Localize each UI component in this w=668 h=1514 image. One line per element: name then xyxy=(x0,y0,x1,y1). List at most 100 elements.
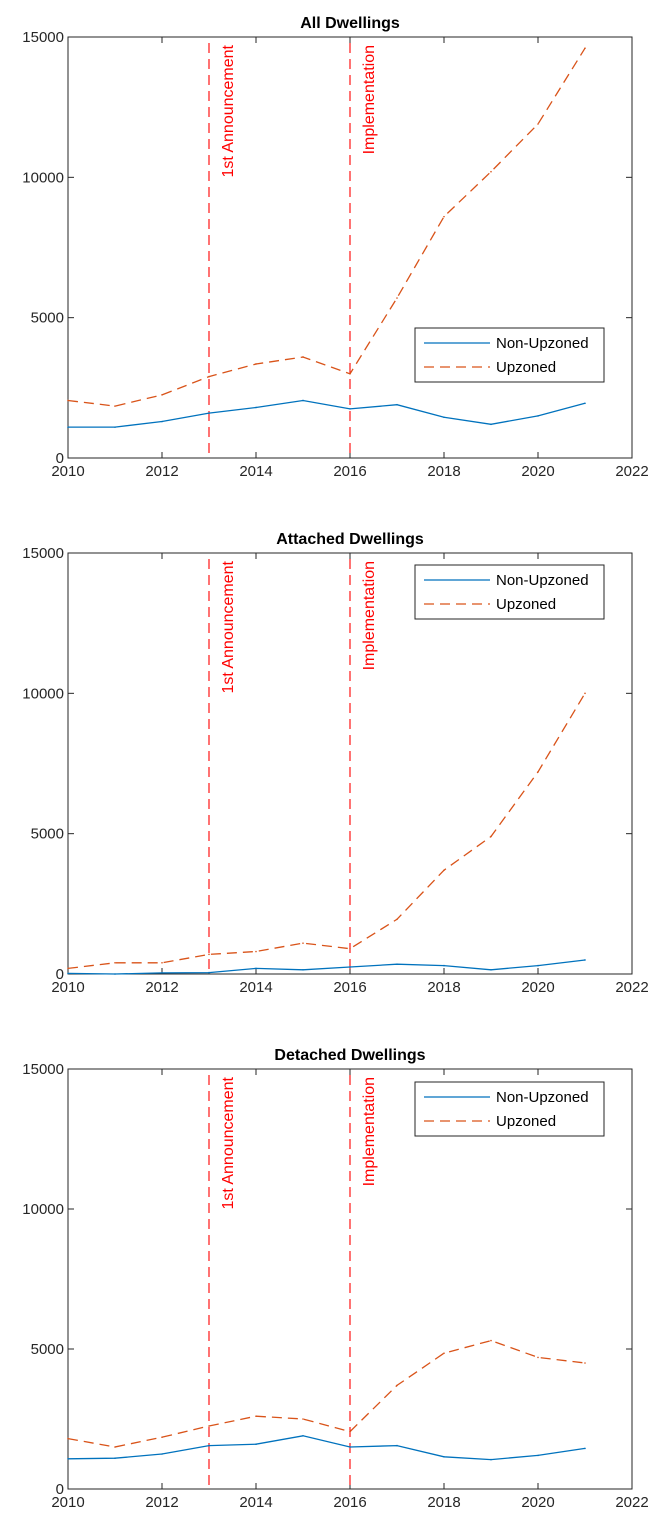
series-line-upzoned xyxy=(67,47,586,407)
data-point xyxy=(67,399,69,402)
data-point xyxy=(161,961,163,964)
data-point xyxy=(67,1437,69,1440)
legend-box xyxy=(414,564,605,620)
chart-title: Attached Dwellings xyxy=(276,531,424,548)
data-point xyxy=(208,971,210,974)
x-tick-label: 2010 xyxy=(51,463,84,480)
y-tick-label: 10000 xyxy=(22,685,64,702)
data-point xyxy=(67,972,69,975)
x-tick-label: 2012 xyxy=(145,1494,178,1511)
data-point xyxy=(161,1436,163,1438)
y-tick-label: 0 xyxy=(56,450,64,467)
y-tick-label: 10000 xyxy=(22,169,64,186)
data-point xyxy=(584,1362,586,1364)
x-tick-label: 2010 xyxy=(51,1494,84,1511)
data-point xyxy=(443,416,445,419)
x-tick-label: 2012 xyxy=(145,463,178,480)
series-line-non-upzoned xyxy=(67,1435,586,1461)
y-tick-label: 10000 xyxy=(22,1201,64,1218)
data-point xyxy=(349,947,351,950)
x-tick-label: 2020 xyxy=(521,979,554,996)
data-point xyxy=(255,363,257,365)
data-point xyxy=(490,423,492,426)
x-tick-label: 2022 xyxy=(615,1494,648,1511)
legend-label: Non-Upzoned xyxy=(496,335,589,352)
y-tick-label: 0 xyxy=(56,966,64,983)
x-tick-label: 2010 xyxy=(51,979,84,996)
data-point xyxy=(443,1352,445,1354)
data-point xyxy=(208,953,210,956)
data-point xyxy=(255,967,257,970)
event-label: Implementation xyxy=(361,45,378,154)
data-point xyxy=(490,1339,492,1342)
data-point xyxy=(396,1384,398,1387)
data-point xyxy=(349,373,351,375)
legend-label: Upzoned xyxy=(496,359,556,376)
data-point xyxy=(67,967,69,970)
data-point xyxy=(490,968,492,971)
data-point xyxy=(584,1447,586,1450)
data-point xyxy=(584,692,586,695)
legend-label: Non-Upzoned xyxy=(496,1089,589,1106)
legend-label: Upzoned xyxy=(496,596,556,613)
data-point xyxy=(396,918,398,921)
data-point xyxy=(537,1356,539,1359)
x-tick-label: 2020 xyxy=(521,463,554,480)
event-label: 1st Announcement xyxy=(220,560,237,693)
event-label: 1st Announcement xyxy=(220,1076,237,1209)
data-point xyxy=(396,1444,398,1447)
data-point xyxy=(114,426,116,428)
data-point xyxy=(537,964,539,967)
x-tick-label: 2014 xyxy=(239,463,272,480)
chart-title: All Dwellings xyxy=(300,15,400,32)
chart-panel-1: Attached Dwellings 2010 2012 2014 2016 2018 20… xyxy=(22,531,648,996)
data-point xyxy=(302,942,304,944)
data-point xyxy=(537,1454,539,1457)
data-point xyxy=(208,375,210,378)
data-point xyxy=(255,1415,257,1417)
data-point xyxy=(396,297,398,299)
data-point xyxy=(302,356,304,358)
data-point xyxy=(114,973,116,975)
data-point xyxy=(537,415,539,417)
data-point xyxy=(396,963,398,965)
data-point xyxy=(584,959,586,961)
x-tick-label: 2014 xyxy=(239,979,272,996)
data-point xyxy=(443,964,445,967)
data-point xyxy=(584,402,586,405)
data-point xyxy=(443,215,445,218)
x-tick-label: 2016 xyxy=(333,463,366,480)
series-line-upzoned xyxy=(67,692,586,970)
chart-panel-0: All Dwellings 2010 2012 2014 2016 2018 2020 202… xyxy=(22,15,648,480)
data-point xyxy=(208,1444,210,1447)
legend: Non-Upzoned Upzoned xyxy=(414,564,605,620)
x-tick-label: 2018 xyxy=(427,463,460,480)
data-point xyxy=(443,1456,445,1458)
data-point xyxy=(537,123,539,125)
data-point xyxy=(302,399,304,402)
event-label: 1st Announcement xyxy=(220,44,237,177)
event-label: Implementation xyxy=(361,1077,378,1186)
series-line-non-upzoned xyxy=(67,959,586,975)
series-line-non-upzoned xyxy=(68,399,586,428)
legend: Non-Upzoned Upzoned xyxy=(414,327,605,383)
data-point xyxy=(349,1446,351,1448)
data-point xyxy=(443,869,445,871)
y-tick-label: 0 xyxy=(56,1481,64,1498)
x-tick-label: 2016 xyxy=(333,979,366,996)
x-tick-label: 2022 xyxy=(615,463,648,480)
legend-label: Non-Upzoned xyxy=(496,572,589,589)
x-tick-label: 2016 xyxy=(333,1494,366,1511)
legend: Non-Upzoned Upzoned xyxy=(414,1081,605,1137)
data-point xyxy=(161,394,163,396)
data-point xyxy=(161,1453,163,1455)
data-point xyxy=(302,968,304,971)
event-label: Implementation xyxy=(361,561,378,670)
data-point xyxy=(114,1457,116,1459)
data-point xyxy=(255,406,257,409)
y-tick-label: 5000 xyxy=(31,310,64,327)
data-point xyxy=(490,835,492,838)
data-point xyxy=(537,771,539,773)
data-point xyxy=(208,412,210,414)
data-point xyxy=(114,961,116,964)
